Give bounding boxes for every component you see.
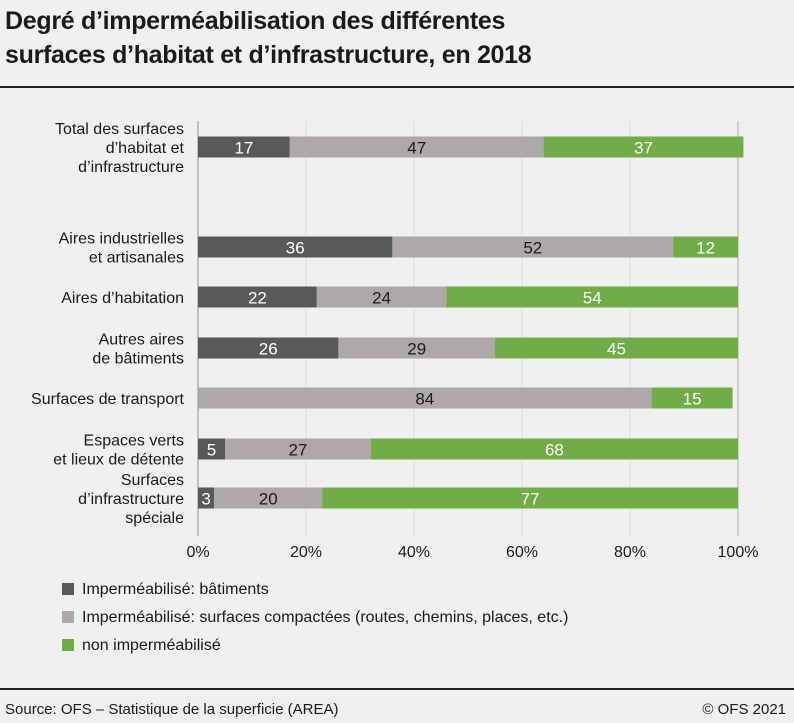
title-line: Degré d’imperméabilisation des différent… — [5, 7, 506, 35]
category-label: Espaces verts — [84, 433, 184, 450]
data-label: 17 — [234, 139, 253, 158]
category-label: et artisanales — [89, 250, 184, 267]
data-label: 47 — [407, 139, 426, 158]
bar-segment — [392, 236, 674, 258]
bar-segment — [543, 136, 744, 158]
copyright: © OFS 2021 — [702, 701, 786, 718]
legend-label: non imperméabilisé — [82, 637, 221, 654]
bar-segment — [446, 286, 738, 308]
legend-label: Imperméabilisé: surfaces compactées (rou… — [82, 609, 569, 626]
data-label: 29 — [407, 340, 426, 359]
bar-segment — [198, 387, 652, 409]
data-label: 12 — [696, 239, 715, 258]
data-label: 26 — [259, 340, 278, 359]
data-label: 54 — [583, 289, 602, 308]
category-label: spéciale — [125, 510, 184, 527]
bar-segment — [370, 438, 738, 460]
bar-segment — [198, 236, 393, 258]
legend-label: Imperméabilisé: bâtiments — [82, 581, 269, 598]
top-rule — [0, 86, 794, 88]
data-label: 22 — [248, 289, 267, 308]
bar-segment — [198, 337, 339, 359]
legend-swatch — [62, 583, 74, 595]
data-label: 77 — [521, 490, 540, 509]
bar-segment — [198, 487, 215, 509]
bar-segment — [198, 136, 290, 158]
category-label: Aires industrielles — [59, 231, 184, 248]
data-label: 15 — [683, 390, 702, 409]
data-label: 45 — [607, 340, 626, 359]
bar-chart: 0% 20% 40% 60% 80% 100% Total des surfaces d’ha… — [31, 121, 759, 561]
category-label: de bâtiments — [92, 351, 184, 368]
bar-segment — [289, 136, 544, 158]
x-tick-label: 60% — [506, 544, 538, 561]
x-tick-label: 0% — [186, 544, 209, 561]
legend-swatch — [62, 611, 74, 623]
category-label: Aires d’habitation — [61, 290, 184, 307]
source-note: Source: OFS – Statistique de la superfic… — [5, 701, 339, 718]
x-tick-label: 100% — [718, 544, 759, 561]
bottom-rule — [0, 688, 794, 690]
bar-segment — [198, 438, 225, 460]
data-label: 27 — [288, 441, 307, 460]
category-label: d’infrastructure — [78, 491, 184, 508]
bar-segment — [225, 438, 371, 460]
bar-segment — [316, 286, 447, 308]
data-label: 52 — [523, 239, 542, 258]
data-label: 3 — [201, 490, 210, 509]
legend-item-compactees: Imperméabilisé: surfaces compactées (rou… — [62, 609, 568, 627]
data-label: 5 — [207, 441, 216, 460]
x-tick-label: 40% — [398, 544, 430, 561]
category-label: Autres aires — [99, 332, 184, 349]
category-label: d’habitat et — [106, 140, 185, 157]
category-label: et lieux de détente — [53, 452, 184, 469]
category-label: Surfaces — [121, 472, 184, 489]
legend-swatch — [62, 639, 74, 651]
bar-segment — [198, 286, 317, 308]
legend-item-batiments: Imperméabilisé: bâtiments — [62, 581, 269, 599]
data-label: 20 — [259, 490, 278, 509]
bar-segment — [214, 487, 323, 509]
bar-segment — [673, 236, 738, 258]
category-label: d’infrastructure — [78, 159, 184, 176]
data-label: 36 — [286, 239, 305, 258]
data-label: 24 — [372, 289, 391, 308]
bar-segment — [651, 387, 733, 409]
bar-segment — [495, 337, 738, 359]
chart-title: Degré d’imperméabilisation des différent… — [5, 4, 532, 72]
category-label: Total des surfaces — [55, 121, 184, 138]
data-label: 37 — [634, 139, 653, 158]
x-tick-label: 20% — [290, 544, 322, 561]
data-label: 84 — [415, 390, 434, 409]
data-label: 68 — [545, 441, 564, 460]
bar-segment — [338, 337, 495, 359]
title-line: surfaces d’habitat et d’infrastructure, … — [5, 41, 532, 69]
x-tick-label: 80% — [614, 544, 646, 561]
bar-segment — [322, 487, 738, 509]
category-label: Surfaces de transport — [31, 391, 185, 408]
legend-item-non: non imperméabilisé — [62, 637, 221, 655]
